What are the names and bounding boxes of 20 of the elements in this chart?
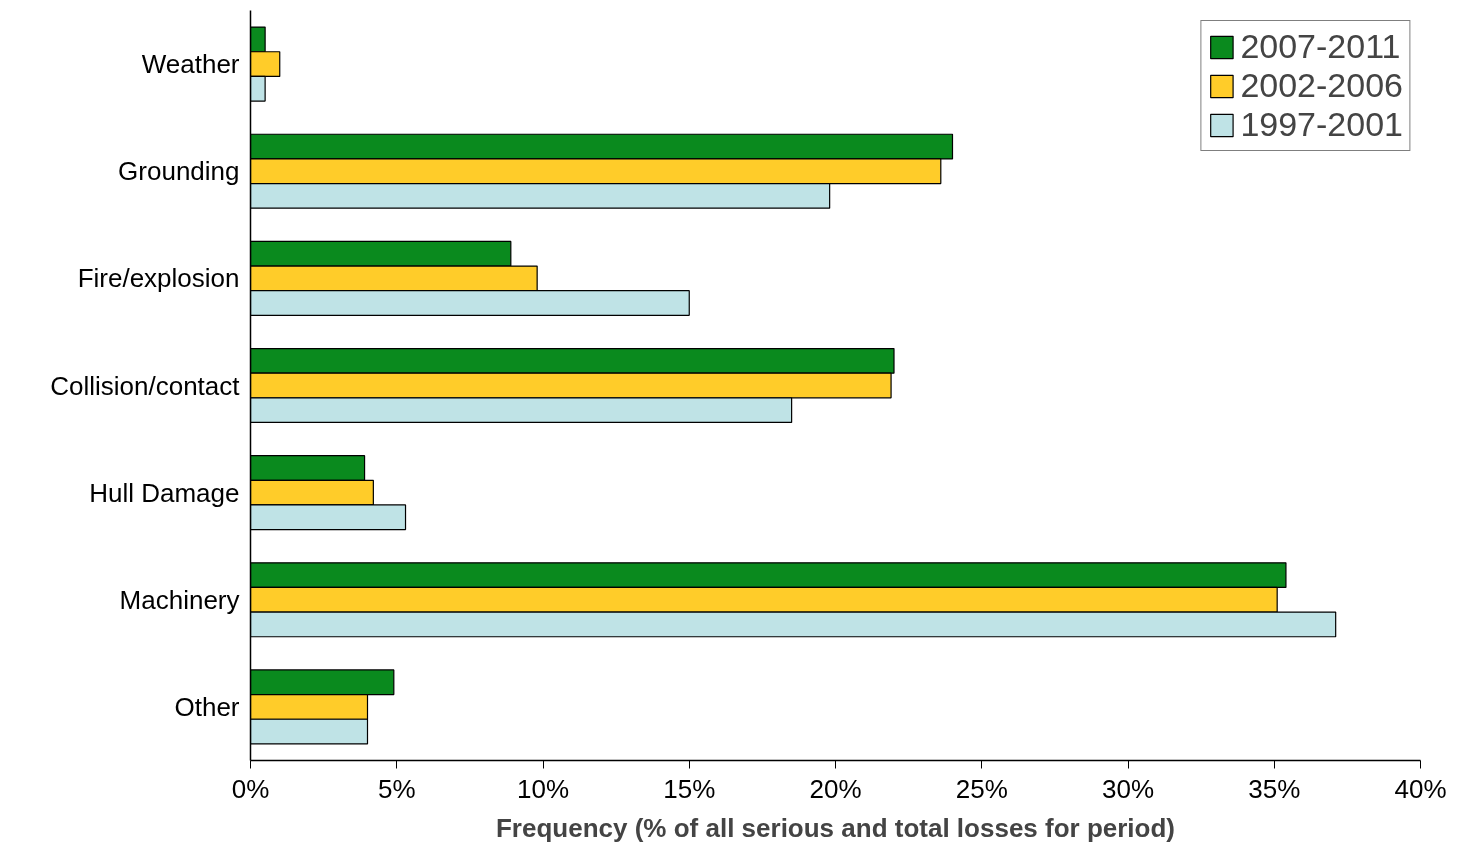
x-tick-label: 5% bbox=[377, 773, 416, 804]
x-axis-title: Frequency (% of all serious and total losses for period) bbox=[495, 812, 1176, 843]
legend-label: 1997-2001 bbox=[1240, 105, 1403, 144]
x-tick-label: 20% bbox=[809, 773, 862, 804]
y-tick-label: Fire/explosion bbox=[77, 263, 240, 294]
legend-label: 2002-2006 bbox=[1240, 66, 1403, 105]
y-tick-label: Other bbox=[174, 691, 240, 722]
y-tick-label: Weather bbox=[141, 49, 240, 80]
x-tick-label: 30% bbox=[1101, 773, 1155, 804]
x-tick-label: 15% bbox=[663, 773, 716, 804]
x-tick-label: 40% bbox=[1394, 773, 1447, 804]
y-tick-label: Grounding bbox=[118, 156, 240, 187]
legend-label: 2007-2011 bbox=[1240, 27, 1401, 66]
x-tick-label: 25% bbox=[955, 773, 1008, 804]
x-tick-label: 0% bbox=[231, 773, 270, 804]
x-tick-label: 35% bbox=[1248, 773, 1301, 804]
y-tick-label: Collision/contact bbox=[50, 370, 241, 401]
y-tick-label: Hull Damage bbox=[89, 477, 240, 508]
x-tick-label: 10% bbox=[516, 773, 570, 804]
y-tick-label: Machinery bbox=[119, 584, 240, 615]
